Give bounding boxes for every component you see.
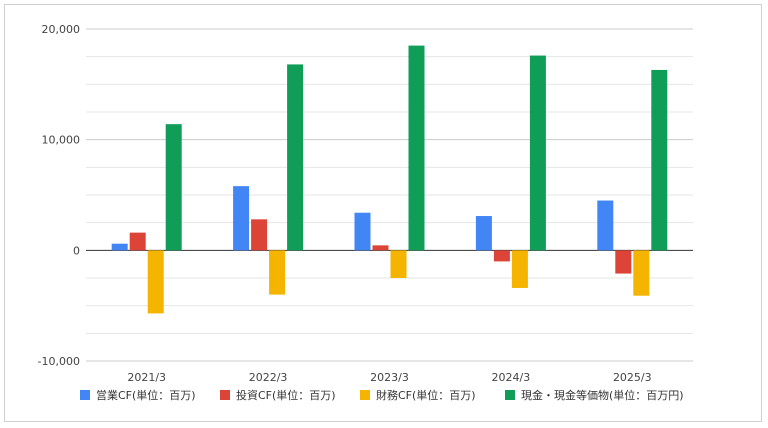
bar-1-2022-3 (233, 186, 250, 251)
legend-swatch (505, 390, 515, 400)
x-tick-label: 2023/3 (370, 371, 409, 384)
bar-2-2023-3 (372, 245, 389, 251)
bar-4-2024-3 (529, 55, 546, 251)
bar-3-2024-3 (511, 250, 528, 288)
bar-1-2025-3 (597, 200, 614, 251)
y-tick-label: 10,000 (42, 134, 81, 147)
y-axis: 20,000 10,000 0 -10,000 (38, 23, 80, 368)
bar-4-2022-3 (287, 64, 304, 251)
legend-label: 現金・現金等価物(単位：百万円) (521, 388, 684, 402)
y-tick-label: 0 (73, 244, 80, 257)
bar-2-2025-3 (615, 250, 632, 274)
bar-4-2025-3 (651, 69, 668, 251)
legend-swatch (360, 390, 370, 400)
bar-4-2023-3 (408, 45, 425, 251)
legend-label: 営業CF(単位：百万) (96, 388, 196, 402)
x-tick-label: 2021/3 (127, 371, 166, 384)
x-tick-label: 2024/3 (492, 371, 531, 384)
bar-2-2021-3 (129, 232, 146, 251)
bar-1-2021-3 (111, 243, 128, 251)
x-tick-label: 2022/3 (249, 371, 288, 384)
bar-3-2023-3 (390, 250, 407, 278)
bar-2-2022-3 (251, 219, 268, 251)
bar-2-2024-3 (493, 250, 510, 262)
legend-swatch (220, 390, 230, 400)
bar-3-2022-3 (269, 250, 286, 295)
legend-label: 投資CF(単位：百万) (236, 388, 336, 402)
x-axis: 2021/3 2022/3 2023/3 2024/3 2025/3 (127, 371, 651, 384)
bar-1-2023-3 (354, 212, 371, 251)
legend: 営業CF(単位：百万) 投資CF(単位：百万) 財務CF(単位：百万) 現金・現金等価… (80, 388, 684, 402)
bars (111, 45, 668, 314)
gridlines (86, 28, 693, 362)
legend-swatch (80, 390, 90, 400)
bar-4-2021-3 (165, 124, 182, 251)
y-tick-label: -10,000 (38, 355, 80, 368)
bar-1-2024-3 (475, 216, 492, 251)
bar-3-2025-3 (633, 250, 650, 296)
x-tick-label: 2025/3 (613, 371, 652, 384)
chart-container: 20,000 10,000 0 -10,000 2021/3 2022/3 2023/3 2… (4, 4, 762, 422)
y-tick-label: 20,000 (42, 23, 81, 36)
legend-label: 財務CF(単位：百万) (376, 388, 476, 402)
bar-3-2021-3 (147, 250, 164, 314)
